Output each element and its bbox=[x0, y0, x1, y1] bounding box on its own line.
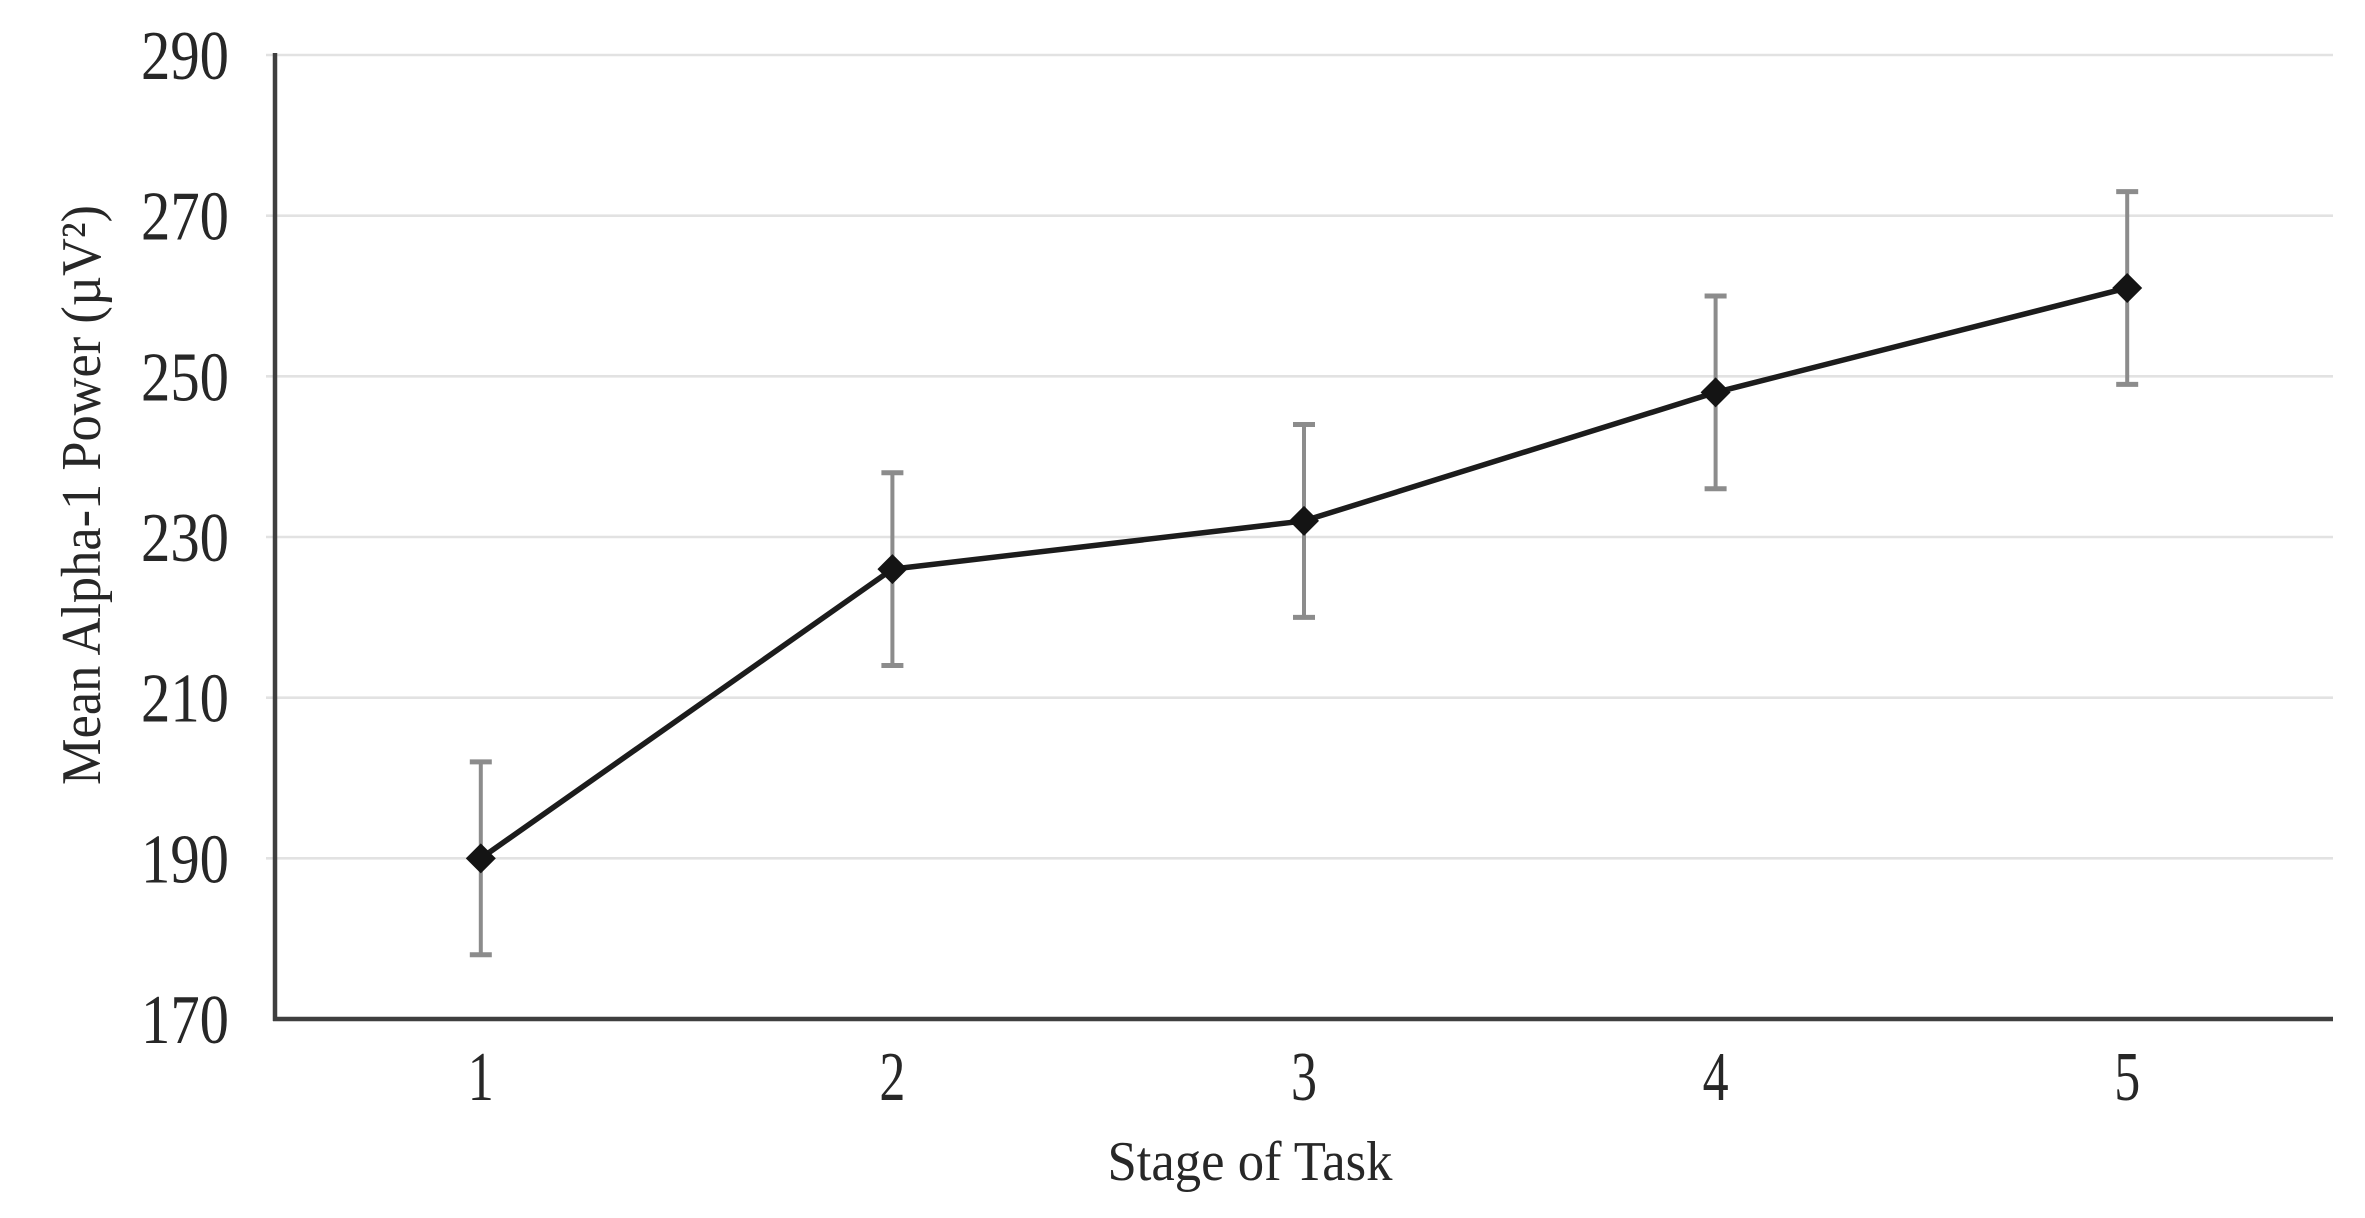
x-tick-label: 3 bbox=[1291, 1039, 1317, 1116]
x-tick-label: 2 bbox=[879, 1039, 905, 1116]
data-point-marker bbox=[2112, 272, 2143, 303]
y-tick-label: 170 bbox=[141, 982, 229, 1059]
x-tick-label: 1 bbox=[468, 1039, 494, 1116]
y-tick-label: 290 bbox=[141, 18, 229, 95]
y-axis-title: Mean Alpha-1 Power (µV²) bbox=[51, 205, 113, 785]
plot-area: 170 190 210 230 250 270 290 1 2 3 4 5 bbox=[141, 18, 2333, 1116]
y-tick-label: 190 bbox=[141, 821, 229, 898]
x-tick-label: 5 bbox=[2114, 1039, 2140, 1116]
data-point-marker bbox=[877, 554, 908, 585]
x-tick-label: 4 bbox=[1703, 1039, 1729, 1116]
data-point-marker bbox=[1700, 377, 1731, 408]
y-tick-label: 210 bbox=[141, 661, 229, 738]
y-tick-label: 250 bbox=[141, 339, 229, 416]
y-tick-label: 230 bbox=[141, 500, 229, 577]
data-point-marker bbox=[1289, 505, 1319, 536]
data-point-marker bbox=[465, 843, 496, 874]
x-axis-title: Stage of Task bbox=[1108, 1131, 1393, 1193]
y-tick-label: 270 bbox=[141, 179, 229, 256]
